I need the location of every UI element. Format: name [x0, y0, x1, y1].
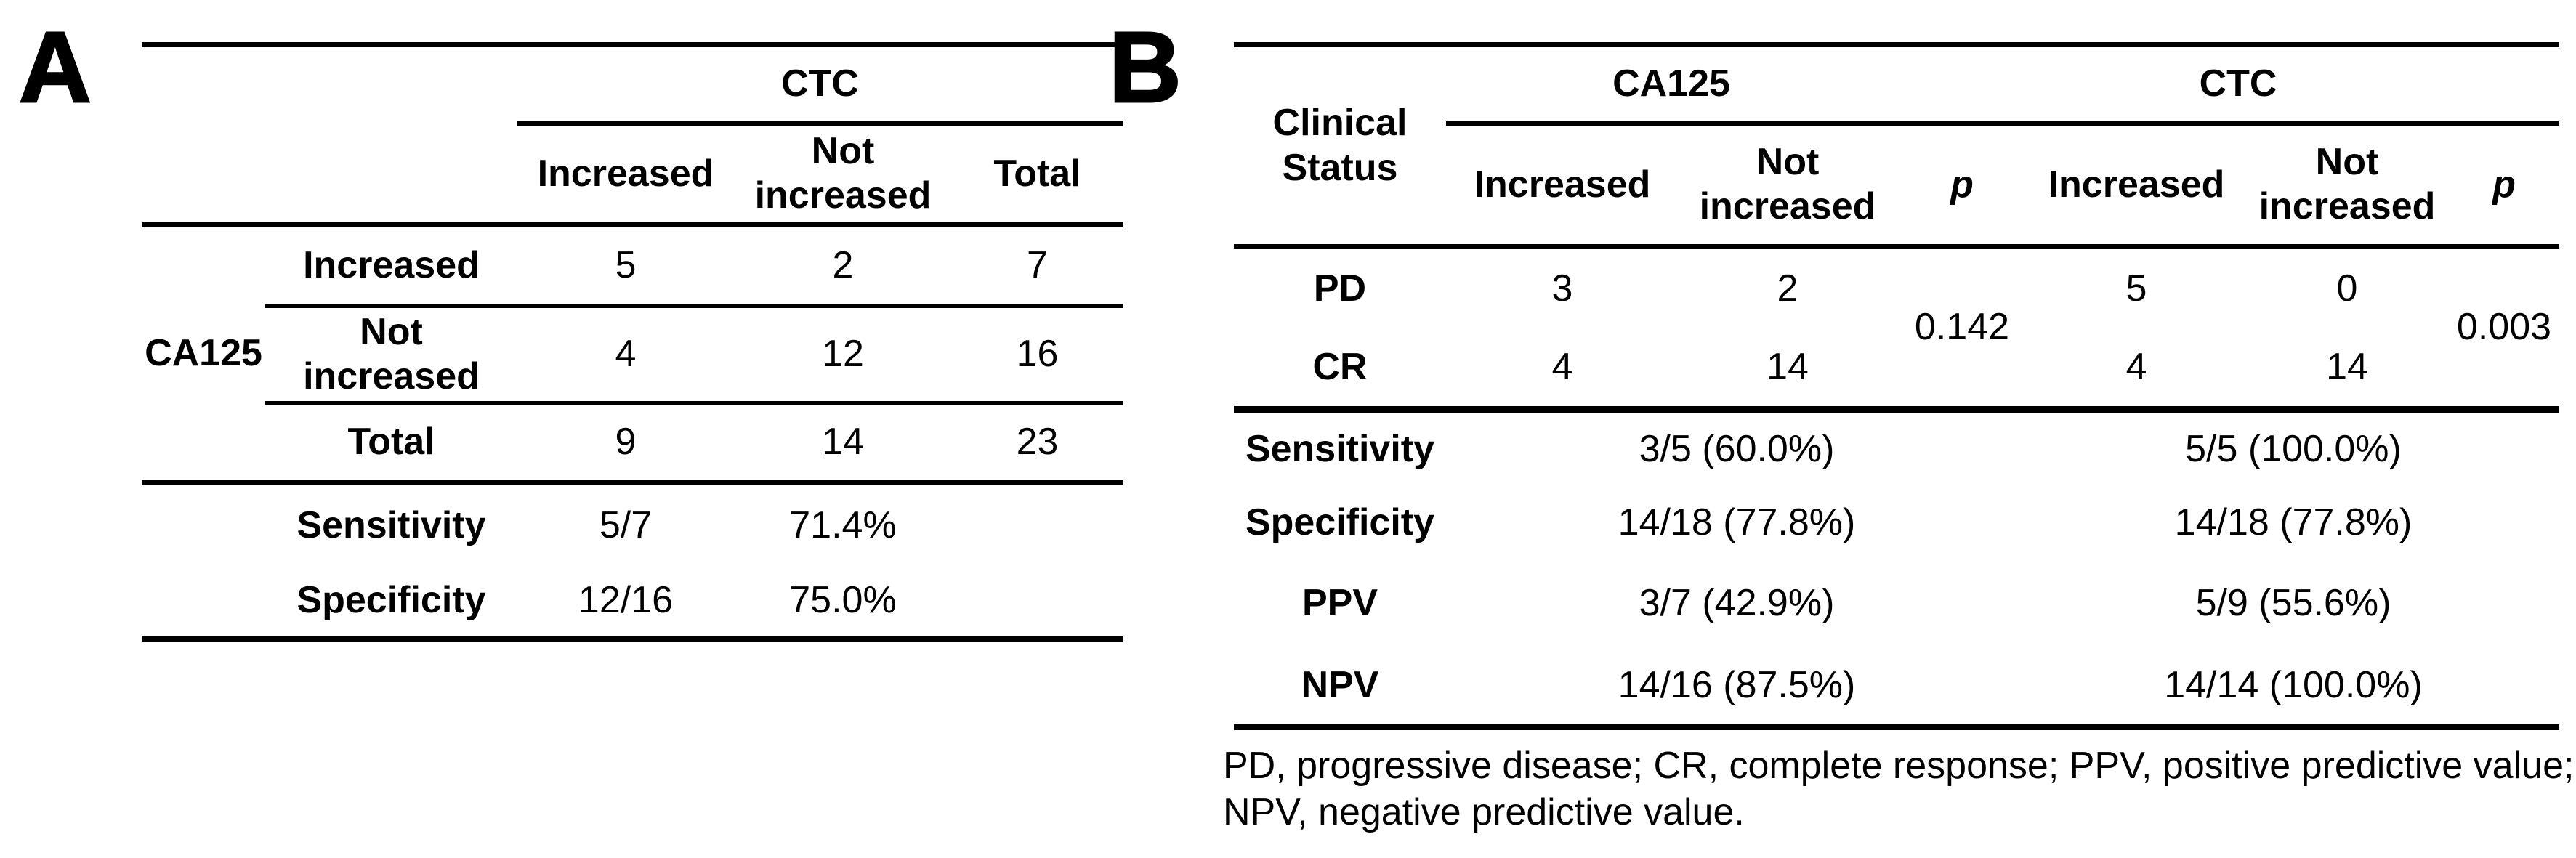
a-sensitivity-label: Sensitivity [296, 503, 486, 546]
a-specificity-label: Specificity [265, 565, 517, 642]
b-col-header-ca125-not-increased: Not increased [1679, 123, 1897, 249]
a-col-header-not-increased: Not increased [734, 123, 952, 227]
a-cell-not-increased-increased: 4 [517, 306, 734, 405]
b-stub-header-clinical-status: Clinical Status [1234, 42, 1446, 249]
b-specificity-ctc: 14/18 (77.8%) [2174, 501, 2413, 543]
b-cell-pd-ca125-not-increased: 2 [1777, 267, 1798, 310]
spacer-cell [142, 483, 265, 566]
b-sensitivity-ctc: 5/5 (100.0%) [2185, 428, 2402, 471]
panel-a-table: CTC Increased Not increased Total CA125 … [142, 42, 1123, 642]
spacer-cell [142, 42, 517, 124]
a-cell-total-not-increased: 14 [734, 402, 952, 485]
a-specificity-fraction: 12/16 [517, 565, 734, 642]
b-specificity-label: Specificity [1245, 501, 1435, 543]
b-row-label-pd: PD [1313, 267, 1367, 310]
spacer-cell [142, 123, 517, 227]
b-npv-label: NPV [1234, 647, 1446, 730]
a-cell-not-increased-total: 16 [952, 306, 1123, 405]
a-cell-total-total: 23 [952, 402, 1123, 485]
b-col-header-ctc-not-increased: Not increased [2245, 123, 2449, 249]
b-cell-pd-ctc-not-increased: 0 [2336, 267, 2358, 310]
b-col-header-ca125-p: p [1897, 123, 2027, 249]
b-cell-cr-ctc-increased: 4 [2027, 328, 2245, 413]
b-sensitivity-label: Sensitivity [1245, 428, 1435, 471]
b-cell-cr-ca125-not-increased: 14 [1679, 328, 1897, 413]
b-cell-p-value-ctc: 0.003 [2449, 246, 2559, 413]
b-cell-p-value-ca125: 0.142 [1897, 246, 2027, 413]
b-col-header-ca125-increased: Increased [1446, 123, 1679, 249]
b-col-header-ctc-p: p [2449, 123, 2559, 249]
a-cell-total-increased: 9 [517, 402, 734, 485]
b-npv-ctc: 14/14 (100.0%) [2027, 647, 2559, 730]
spacer-cell [2449, 42, 2559, 126]
b-row-label-cr: CR [1234, 328, 1446, 413]
a-row-label-not-increased: Not increased [265, 306, 517, 405]
a-cell-not-increased-not-increased: 12 [734, 306, 952, 405]
b-sensitivity-ca125: 3/5 (60.0%) [1639, 428, 1835, 471]
a-specificity-percent: 75.0% [734, 565, 952, 642]
a-cell-increased-not-increased: 2 [734, 224, 952, 308]
panel-b-footnote: PD, progressive disease; CR, complete re… [1223, 745, 2575, 834]
a-col-header-total: Total [952, 123, 1123, 227]
b-npv-ca125: 14/16 (87.5%) [1446, 647, 2027, 730]
a-col-header-increased: Increased [517, 123, 734, 227]
b-cell-pd-ca125-increased: 3 [1551, 267, 1573, 310]
spacer-cell [142, 565, 265, 642]
a-row-label-total: Total [265, 402, 517, 485]
a-group-header-ctc: CTC [517, 42, 1123, 126]
a-row-group-label-ca125: CA125 [142, 224, 265, 485]
b-specificity-ca125: 14/18 (77.8%) [1618, 501, 1856, 543]
spacer-cell [952, 565, 1123, 642]
b-cell-pd-ctc-increased: 5 [2125, 267, 2147, 310]
b-ppv-ca125: 3/7 (42.9%) [1639, 581, 1835, 624]
spacer-cell [952, 483, 1123, 566]
a-sensitivity-percent: 71.4% [789, 503, 897, 546]
b-cell-cr-ctc-not-increased: 14 [2245, 328, 2449, 413]
a-row-label-not-increased-text: Not increased [303, 310, 480, 397]
b-ppv-ctc: 5/9 (55.6%) [2195, 581, 2391, 624]
a-row-label-increased: Increased [265, 224, 517, 308]
spacer-cell [1897, 42, 2027, 126]
a-cell-increased-total: 7 [952, 224, 1123, 308]
a-col-header-not-increased-text: Not increased [754, 129, 932, 217]
b-ppv-label: PPV [1301, 581, 1378, 624]
b-col-header-ctc-not-increased-text: Not increased [2258, 140, 2436, 228]
b-cell-cr-ca125-increased: 4 [1446, 328, 1679, 413]
a-sensitivity-fraction: 5/7 [599, 503, 653, 546]
b-col-header-ca125-not-increased-text: Not increased [1699, 140, 1876, 228]
b-col-header-ctc-increased: Increased [2027, 123, 2245, 249]
a-cell-increased-increased: 5 [517, 224, 734, 308]
panel-b-table: Clinical Status CA125 CTC Increased Not … [1234, 42, 2559, 730]
panel-a-label: A [18, 12, 93, 124]
b-group-header-ctc: CTC [2027, 42, 2449, 126]
b-group-header-ca125: CA125 [1446, 42, 1897, 126]
b-stub-header-text: Clinical Status [1272, 102, 1408, 189]
